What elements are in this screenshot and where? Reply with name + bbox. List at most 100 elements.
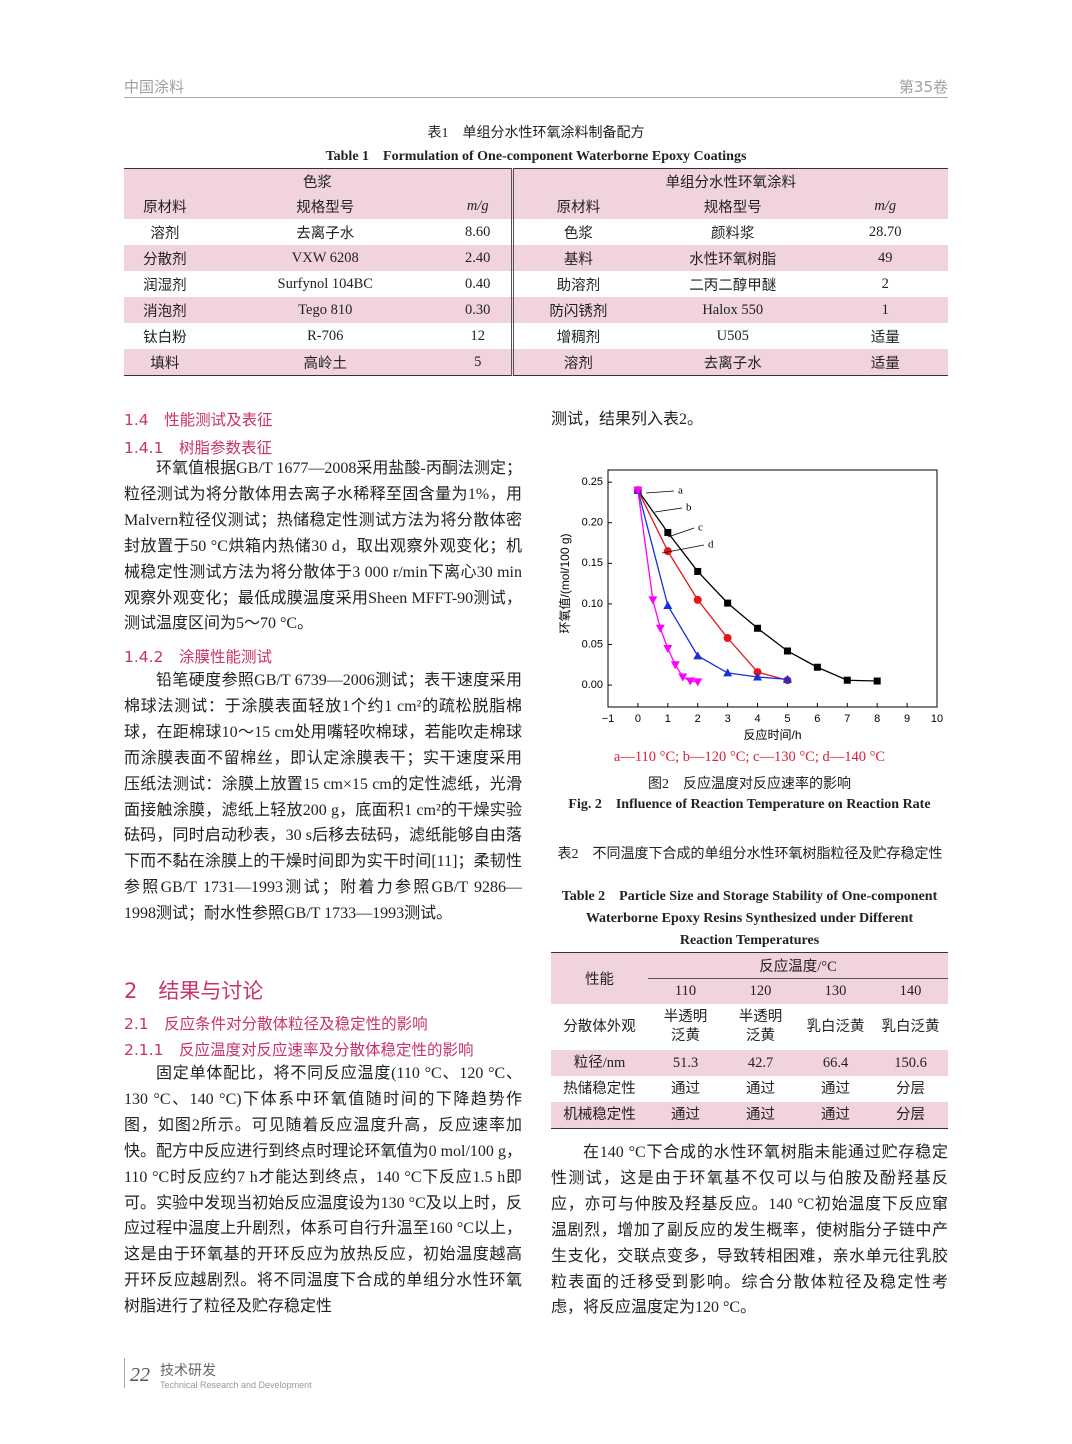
plot-frame [607, 469, 938, 708]
x-tick-label: 7 [844, 713, 850, 725]
table-cell: 通过 [648, 1102, 723, 1129]
table-cell: 42.7 [723, 1050, 798, 1076]
marker [723, 668, 733, 677]
group-header: 反应温度/°C [648, 952, 948, 979]
table-cell: 5 [444, 349, 514, 376]
section-heading: 2 结果与讨论 [124, 979, 264, 1003]
table-cell: 0.40 [444, 271, 514, 297]
marker [648, 596, 658, 605]
x-tick-label: 9 [904, 713, 910, 725]
paragraph: 在140 °C下合成的水性环氧树脂未能通过贮存稳定性测试，这是由于环氧基不仅可以… [551, 1144, 948, 1317]
marker [685, 677, 695, 686]
marker [693, 595, 702, 604]
series-label: d [708, 539, 714, 551]
marker [754, 624, 762, 632]
table-cell: 颜料浆 [710, 225, 755, 242]
marker [664, 528, 672, 536]
series-line [637, 490, 788, 681]
table-cell: 半透明 泛黄 [738, 1009, 783, 1044]
series-label: a [678, 485, 683, 497]
table-cell: 基料 [512, 245, 644, 271]
table-cell: 消泡剂 [124, 297, 206, 323]
marker [783, 647, 791, 655]
table-row: 溶剂 去离子水 8.60 色浆 颜料浆 28.70 [124, 219, 948, 245]
table-row: 性能 反应温度/°C [551, 952, 948, 1004]
table-row: 填料 高岭土 5 溶剂 去离子水 适量 [124, 349, 948, 376]
table-row: 钛白粉 R-706 12 增稠剂 U505 适量 [124, 323, 948, 349]
marker [633, 486, 643, 495]
y-tick-label: 0.05 [582, 638, 603, 650]
marker [693, 678, 703, 687]
table-cell: 2.40 [444, 245, 514, 271]
table-cell: 适量 [870, 329, 900, 346]
table-caption: 表1 单组分水性环氧涂料制备配方 [427, 126, 645, 141]
y-tick-label: 0.10 [582, 598, 603, 610]
volume: 第35卷 [898, 78, 948, 96]
table-row: 热储稳定性 通过 通过 通过 分层 [551, 1076, 948, 1102]
marker [694, 567, 702, 575]
table-cell: 乳白泛黄 [881, 1018, 940, 1035]
table-cell: 粒径/nm [551, 1050, 648, 1076]
annotation-arrow [645, 490, 675, 494]
table-cell: Surfynol 104BC [277, 275, 373, 292]
table-cell: Tego 810 [205, 297, 445, 323]
section-heading: 1.4.2 涂膜性能测试 [124, 648, 272, 666]
table-cell: 分散体外观 [563, 1018, 636, 1035]
x-axis-label: 反应时间/h [743, 727, 801, 742]
table-row: 消泡剂 Tego 810 0.30 防闪锈剂 Halox 550 1 [124, 297, 948, 323]
x-tick-label: 6 [814, 713, 820, 725]
table-cell: 机械稳定性 [551, 1102, 648, 1129]
header-rule [124, 97, 948, 98]
table-cell: VXW 6208 [205, 245, 445, 271]
section-heading: 2.1.1 反应温度对反应速率及分散体稳定性的影响 [124, 1041, 474, 1059]
group-header: 色浆 [124, 168, 514, 194]
x-tick-label: 2 [695, 713, 701, 725]
table-cell: 通过 [798, 1102, 873, 1129]
series-label: c [698, 522, 703, 534]
table-cell: 增稠剂 [556, 329, 601, 346]
table: 性能 反应温度/°C 110 120 130 140 分散体外观 半透明 泛黄 半透明 泛黄 乳白… [551, 952, 948, 1129]
annotation-arrow [654, 507, 683, 513]
paragraph: 环氧值根据GB/T 1677—2008采用盐酸-丙酮法测定；粒径测试为将分散体用… [124, 460, 522, 633]
x-tick-label: 10 [931, 713, 943, 725]
table-cell: 乳白泛黄 [806, 1018, 865, 1035]
column-header: 规格型号 [643, 194, 823, 219]
table-cell: 28.70 [868, 223, 902, 240]
series-line [637, 489, 878, 682]
footer-section: 技术研发 [160, 1363, 216, 1379]
table-row: 原材料 规格型号 m/g 原材料 规格型号 m/g [124, 194, 948, 219]
annotation-arrow [667, 527, 695, 538]
table-cell: 2 [881, 275, 889, 292]
table-cell: 适量 [822, 349, 948, 376]
column-header: m/g [444, 194, 514, 219]
table-cell: 分层 [873, 1102, 948, 1129]
y-axis-label: 环氧值/(mol/100 g) [557, 533, 572, 633]
row-header: 性能 [551, 952, 648, 1004]
table-cell: 66.4 [798, 1050, 873, 1076]
table-cell: 8.60 [444, 219, 514, 245]
table-cell: 半透明 泛黄 [663, 1009, 708, 1044]
x-tick-label: 8 [874, 713, 880, 725]
table-caption-en: Table 1 Formulation of One-component Wat… [325, 149, 747, 164]
paragraph: 测试，结果列入表2。 [551, 411, 704, 428]
y-tick-label: 0.15 [582, 557, 603, 569]
annotation-arrow [661, 544, 705, 554]
table-caption: 表2 不同温度下合成的单组分水性环氧树脂粒径及贮存稳定性 [557, 847, 943, 862]
marker [724, 599, 732, 607]
x-tick-label: −1 [602, 713, 615, 725]
table-cell: 51.3 [648, 1050, 723, 1076]
column-header: 规格型号 [205, 194, 445, 219]
marker [753, 668, 762, 677]
table-cell: 润湿剂 [143, 277, 187, 294]
x-tick-label: 4 [754, 713, 760, 725]
column-header: 110 [648, 978, 723, 1004]
table-cell: 助溶剂 [556, 277, 601, 294]
marker [723, 634, 732, 643]
table-cell: 去离子水 [643, 349, 823, 376]
table-cell: 1 [822, 297, 948, 323]
marker [873, 677, 881, 685]
x-tick-label: 0 [635, 713, 641, 725]
marker [843, 676, 851, 684]
x-tick-label: 5 [784, 713, 790, 725]
table-cell: 通过 [821, 1080, 850, 1097]
